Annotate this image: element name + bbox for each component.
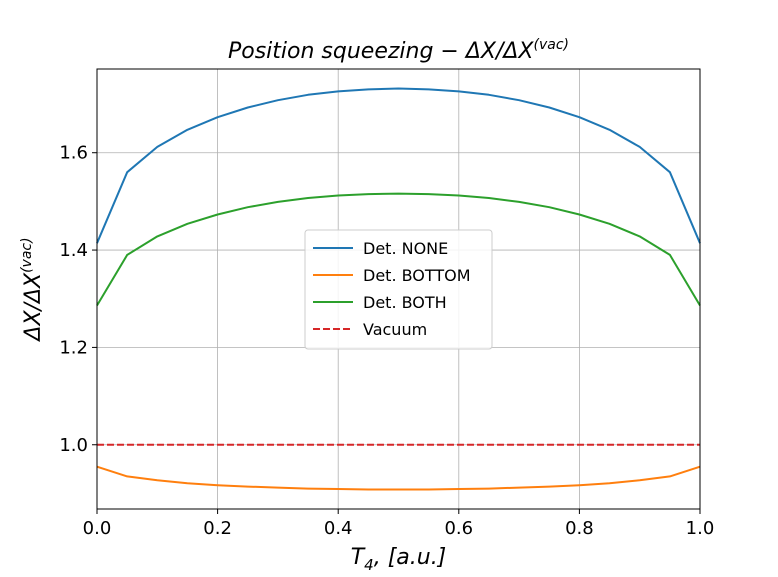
series-group	[96, 87, 701, 491]
x-axis-label-rest: , [a.u.]	[374, 545, 447, 570]
legend-label: Det. BOTH	[363, 293, 447, 312]
legend-label: Det. BOTTOM	[363, 266, 471, 285]
x-axis-label: T4, [a.u.]	[351, 545, 447, 573]
x-tick-label: 0.8	[565, 518, 594, 539]
x-axis-label-symbol: T	[351, 545, 366, 570]
chart-title: Position squeezing − ΔX/ΔX(vac)	[228, 37, 569, 64]
legend-box	[304, 229, 493, 350]
x-tick-label: 0.2	[203, 518, 232, 539]
x-tick-label: 0.0	[83, 518, 112, 539]
y-tick-label: 1.6	[59, 143, 88, 164]
legend-label: Vacuum	[363, 320, 427, 339]
y-axis-label-superscript: (vac)	[19, 237, 35, 273]
series-line-det-none	[96, 87, 701, 244]
y-axis-label: ΔX/ΔX(vac)	[19, 237, 46, 342]
series-line-det-bottom	[96, 465, 701, 491]
chart-title-superscript: (vac)	[534, 37, 570, 53]
x-axis-label-subscript: 4	[364, 556, 374, 573]
x-tick-label: 1.0	[686, 518, 715, 539]
legend-label: Det. NONE	[363, 239, 448, 258]
series-line-det-both	[96, 192, 701, 307]
y-axis-label-main: ΔX/ΔX	[21, 272, 46, 343]
y-tick-label: 1.4	[59, 240, 88, 261]
chart-title-main: Position squeezing − ΔX/ΔX	[228, 39, 534, 64]
y-tick-label: 1.0	[59, 435, 88, 456]
plot-frame	[96, 68, 701, 510]
axis-ticks: 0.0 0.2 0.4 0.6 0.8 1.0 1.0 1.2 1.4 1.6	[59, 143, 714, 539]
y-tick-label: 1.2	[59, 337, 88, 358]
x-tick-label: 0.6	[444, 518, 473, 539]
legend: Det. NONE Det. BOTTOM Det. BOTH Vacuum	[304, 229, 493, 350]
x-tick-label: 0.4	[324, 518, 353, 539]
